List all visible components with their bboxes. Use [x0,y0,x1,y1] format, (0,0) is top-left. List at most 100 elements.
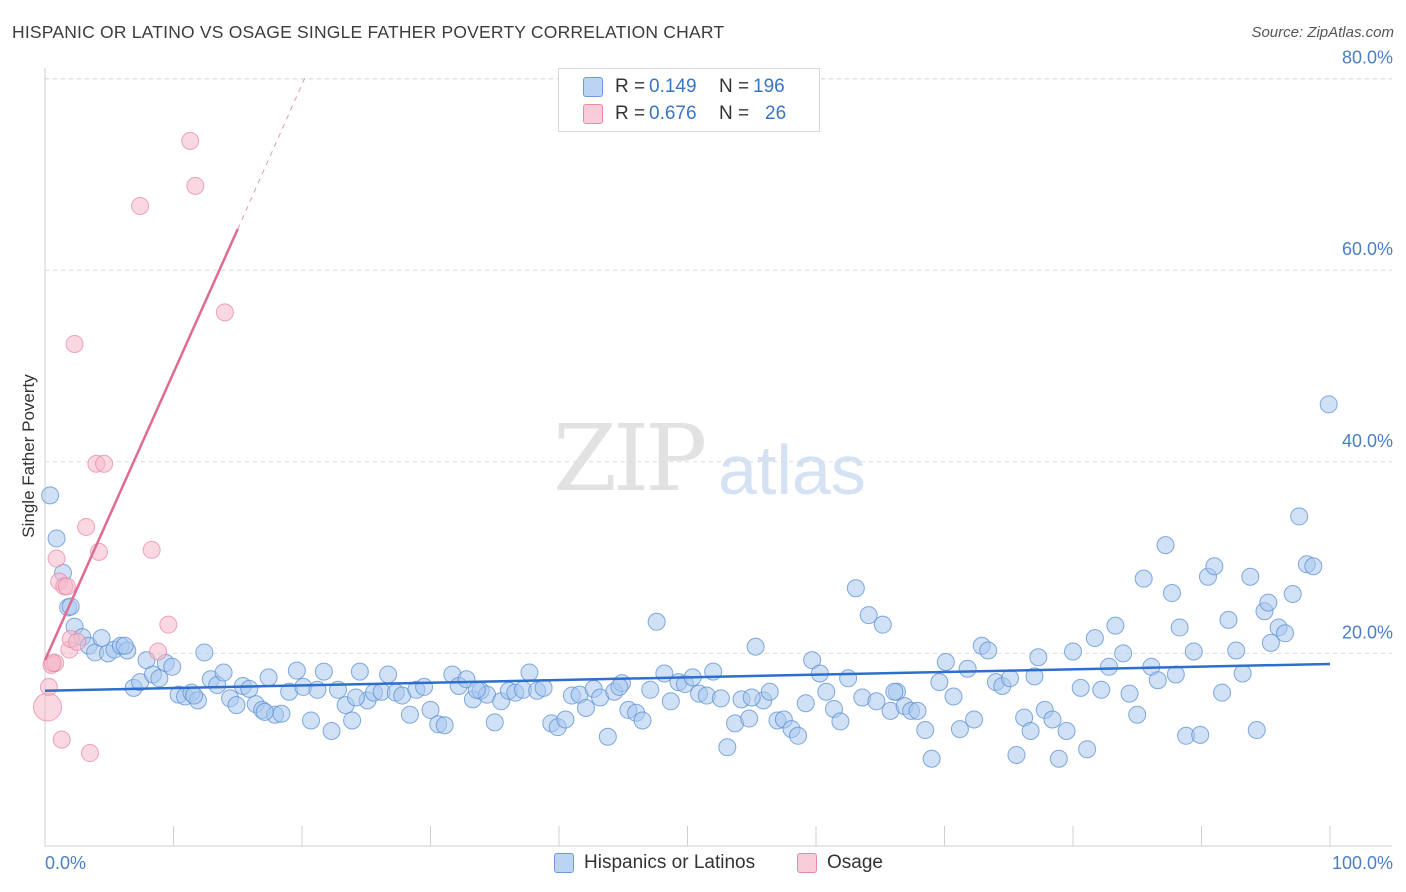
data-point-hispanics [1120,684,1139,703]
data-point-osage [186,176,205,195]
data-point-hispanics [760,682,779,701]
data-point-hispanics [1276,624,1295,643]
data-point-hispanics [400,705,419,724]
data-point-osage [47,549,66,568]
data-point-hispanics [1092,680,1111,699]
data-point-hispanics [163,657,182,676]
data-point-hispanics [965,710,984,729]
data-point-hispanics [873,615,892,634]
gridlines [45,78,1392,654]
data-point-hispanics [1233,664,1252,683]
data-point-hispanics [979,641,998,660]
data-point-osage [33,692,63,722]
data-point-hispanics [641,680,660,699]
data-point-hispanics [885,682,904,701]
data-point-hispanics [1259,593,1278,612]
data-point-hispanics [47,529,66,548]
data-point-osage [39,677,58,696]
data-point-hispanics [115,636,134,655]
legend-row-osage: R = 0.676 N = 26 [583,101,786,127]
legend-r-value: 0.676 [649,103,697,124]
data-point-osage [43,653,62,672]
data-point-hispanics [421,700,440,719]
data-point-osage [181,131,200,150]
legend-r-value: 0.149 [649,76,697,97]
data-point-osage [149,642,168,661]
correlation-legend: R = 0.149 N = 196 R = 0.676 N = 26 [558,68,820,132]
data-point-hispanics [1029,648,1048,667]
data-point-hispanics [1247,721,1266,740]
data-point-hispanics [1064,642,1082,661]
data-point-hispanics [711,689,730,708]
legend-label-hispanics: Hispanics or Latinos [584,852,756,873]
data-point-hispanics [817,682,836,701]
data-point-hispanics [839,669,858,688]
legend-swatch-hispanics [554,853,574,873]
y-tick-label: 20.0% [1342,622,1393,642]
data-point-hispanics [1162,584,1181,603]
data-point-hispanics [415,677,434,696]
legend-n-label: N = [719,76,750,97]
data-point-hispanics [936,653,955,672]
data-point-hispanics [1304,557,1323,576]
data-point-hispanics [742,688,761,707]
trend-line-osage [43,228,239,661]
data-point-hispanics [1170,618,1189,637]
data-point-hispanics [1007,745,1026,764]
data-point-osage [57,577,76,596]
data-point-hispanics [647,612,666,631]
data-point-hispanics [556,710,575,729]
data-point-hispanics [908,701,927,720]
trend-lines [43,78,1331,693]
legend-n-label: N = [719,103,750,124]
data-point-hispanics [259,668,278,687]
data-point-hispanics [1078,740,1097,759]
data-point-hispanics [950,720,969,739]
data-point-hispanics [185,686,204,705]
x-tick-label: 100.0% [1332,853,1393,873]
data-point-hispanics [240,679,259,698]
data-point-hispanics [314,662,333,681]
data-point-hispanics [520,663,539,682]
data-point-hispanics [1290,507,1309,526]
data-point-osage [142,540,161,559]
data-point-hispanics [1134,569,1153,588]
legend-item-hispanics: Hispanics or Latinos [554,852,755,874]
data-point-hispanics [1219,610,1238,629]
data-point-hispanics [922,749,941,768]
x-tick-label: 0.0% [45,853,86,873]
tick-labels: 20.0% 40.0% 60.0% 80.0% 0.0% 100.0% [45,48,1393,873]
legend-swatch-osage [797,853,817,873]
data-point-hispanics [1148,671,1167,690]
data-point-hispanics [859,606,878,625]
data-point-hispanics [1156,536,1175,555]
trend-line-osage-extension [237,78,306,230]
series-hispanics-points [41,395,1338,768]
data-point-osage [77,517,96,536]
data-point-osage [95,454,114,473]
y-tick-label: 60.0% [1342,239,1393,259]
data-point-hispanics [746,637,765,656]
data-point-hispanics [867,692,886,711]
data-point-hispanics [789,726,808,745]
data-point-hispanics [41,486,60,505]
data-point-hispanics [435,716,454,735]
data-point-hispanics [227,696,246,715]
data-point-hispanics [1043,710,1062,729]
data-point-hispanics [633,711,652,730]
data-point-hispanics [1057,721,1076,740]
legend-swatch-osage [583,104,603,124]
legend-r-label: R = [615,103,646,124]
data-point-hispanics [1184,642,1203,661]
data-point-hispanics [1191,725,1210,744]
data-point-osage [131,197,150,216]
data-point-hispanics [350,662,369,681]
data-point-hispanics [831,712,850,731]
series-legend: Hispanics or Latinos Osage [0,852,1406,878]
data-point-hispanics [1213,683,1232,702]
data-point-hispanics [534,678,553,697]
data-point-hispanics [255,702,274,721]
data-point-hispanics [610,677,629,696]
series-osage-points [33,131,234,763]
